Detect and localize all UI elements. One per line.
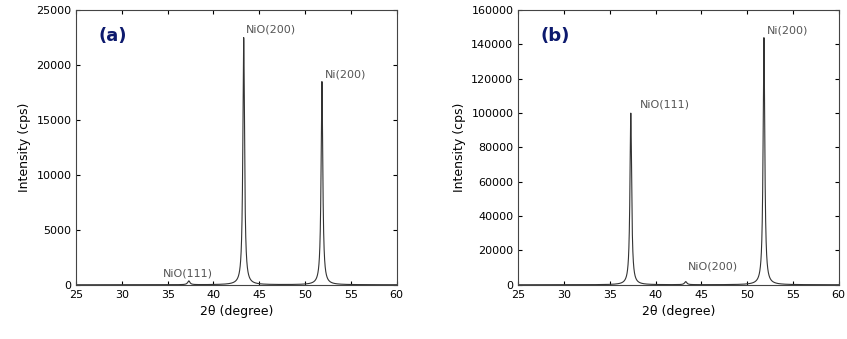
Text: NiO(111): NiO(111) [163, 269, 213, 279]
Text: NiO(200): NiO(200) [688, 261, 738, 271]
Text: NiO(111): NiO(111) [640, 100, 690, 110]
Text: Ni(200): Ni(200) [325, 69, 367, 79]
Text: NiO(200): NiO(200) [246, 24, 296, 34]
Y-axis label: Intensity (cps): Intensity (cps) [18, 103, 30, 192]
X-axis label: 2θ (degree): 2θ (degree) [200, 305, 273, 318]
X-axis label: 2θ (degree): 2θ (degree) [642, 305, 715, 318]
Y-axis label: Intensity (cps): Intensity (cps) [452, 103, 466, 192]
Text: Ni(200): Ni(200) [767, 26, 809, 36]
Text: (b): (b) [540, 27, 570, 45]
Text: (a): (a) [98, 27, 127, 45]
